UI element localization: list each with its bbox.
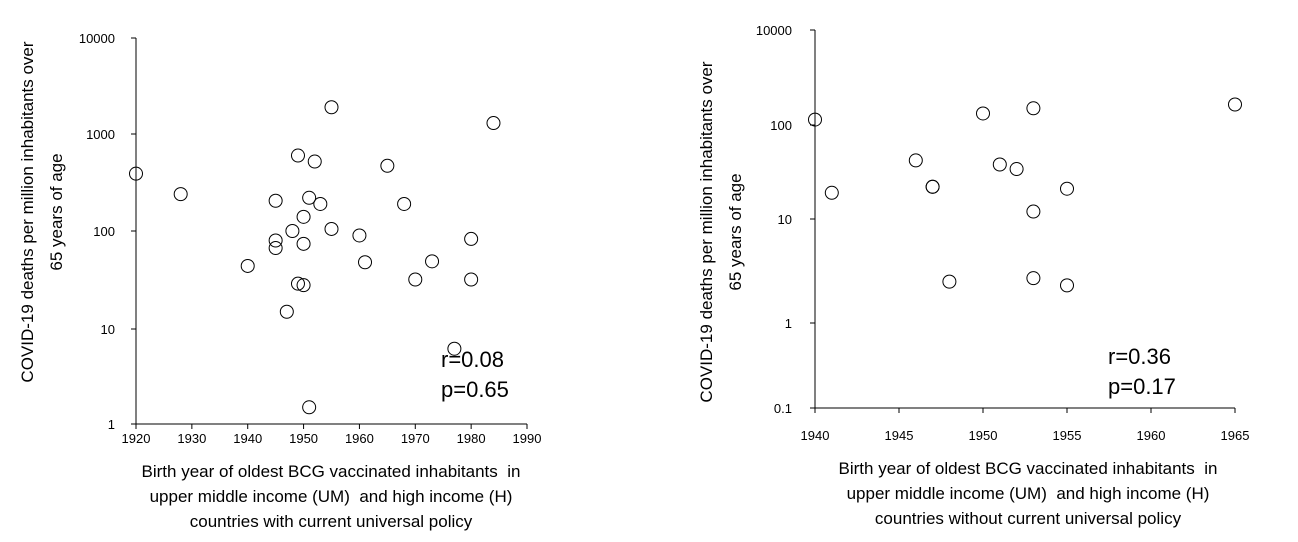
data-point	[302, 190, 317, 205]
x-tick-label: 1960	[345, 431, 374, 446]
x-axis-label: Birth year of oldest BCG vaccinated inha…	[839, 459, 1218, 478]
x-tick-label: 1970	[401, 431, 430, 446]
x-axis-label: Birth year of oldest BCG vaccinated inha…	[142, 462, 521, 481]
data-point	[324, 100, 339, 115]
data-point	[1060, 181, 1074, 196]
data-point	[313, 196, 328, 211]
data-point	[908, 153, 923, 168]
data-point	[1026, 204, 1041, 219]
data-point	[268, 233, 283, 248]
data-point	[307, 154, 322, 169]
p-value-annotation: p=0.17	[1108, 374, 1176, 399]
data-point	[1060, 278, 1074, 293]
x-tick-label: 1965	[1221, 428, 1250, 443]
data-point	[296, 236, 311, 251]
x-tick-label: 1945	[885, 428, 914, 443]
right-scatter-panel: 0.1 1 10 100 10000 1940 1945 1950 1955 1960 1965 CO…	[697, 23, 1249, 528]
data-point	[486, 116, 501, 131]
y-tick-label: 1	[785, 316, 792, 331]
y-axis-label: 65 years of age	[47, 153, 66, 270]
x-tick-label: 1990	[513, 431, 542, 446]
p-value-annotation: p=0.65	[441, 377, 509, 402]
data-point	[992, 157, 1007, 172]
y-axis-label: COVID-19 deaths per million inhabitants …	[697, 61, 716, 402]
data-point	[279, 304, 294, 319]
x-axis-label: upper middle income (UM) and high income…	[847, 484, 1210, 503]
y-tick-label: 100	[770, 118, 792, 133]
y-tick-label: 0.1	[774, 401, 792, 416]
y-tick-label: 100	[93, 224, 115, 239]
data-point	[129, 166, 143, 181]
y-axis-label: 65 years of age	[726, 173, 745, 290]
data-point	[296, 209, 311, 224]
data-point	[925, 179, 940, 194]
x-tick-label: 1950	[289, 431, 318, 446]
data-point	[1009, 162, 1024, 177]
x-tick-label: 1940	[801, 428, 830, 443]
data-point	[808, 112, 822, 127]
data-point	[1228, 97, 1242, 112]
data-point	[425, 254, 440, 269]
x-tick-label: 1950	[969, 428, 998, 443]
y-axis-label: COVID-19 deaths per million inhabitants …	[18, 41, 37, 382]
data-point	[358, 255, 373, 270]
data-point	[285, 224, 300, 238]
x-tick-label: 1960	[1137, 428, 1166, 443]
data-point	[352, 228, 367, 243]
data-point	[296, 278, 311, 293]
y-tick-label: 1	[108, 417, 115, 432]
data-point	[380, 158, 395, 173]
data-point	[942, 274, 957, 289]
data-point	[173, 187, 188, 202]
data-point	[397, 196, 412, 211]
y-tick-label: 1000	[86, 127, 115, 142]
data-point	[408, 272, 423, 287]
y-tick-label: 10	[778, 212, 792, 227]
x-tick-label: 1930	[177, 431, 206, 446]
correlation-annotation: r=0.08	[441, 347, 504, 372]
data-point	[240, 258, 255, 273]
data-point	[1026, 101, 1041, 116]
data-point	[1026, 271, 1041, 286]
data-point	[824, 185, 839, 200]
x-tick-label: 1920	[122, 431, 151, 446]
x-axis-label: countries without current universal poli…	[875, 509, 1182, 528]
data-point	[268, 193, 283, 208]
x-tick-label: 1955	[1053, 428, 1082, 443]
data-point	[447, 341, 462, 356]
data-point	[290, 148, 305, 163]
data-point	[290, 276, 305, 291]
data-point	[464, 231, 479, 246]
x-axis-label: countries with current universal policy	[190, 512, 473, 531]
x-tick-label: 1940	[233, 431, 262, 446]
correlation-annotation: r=0.36	[1108, 344, 1171, 369]
data-point	[268, 241, 283, 256]
x-axis-label: upper middle income (UM) and high income…	[150, 487, 513, 506]
x-tick-label: 1980	[457, 431, 486, 446]
y-tick-label: 10000	[79, 31, 115, 46]
data-point	[302, 400, 317, 415]
data-point	[324, 221, 339, 236]
y-tick-label: 10	[101, 322, 115, 337]
data-point	[464, 272, 479, 287]
y-tick-label: 10000	[756, 23, 792, 38]
left-scatter-panel: 1 10 100 1000 10000 1920 1930 1940 1950 1960 1970 1…	[18, 31, 541, 531]
data-point	[976, 106, 990, 121]
